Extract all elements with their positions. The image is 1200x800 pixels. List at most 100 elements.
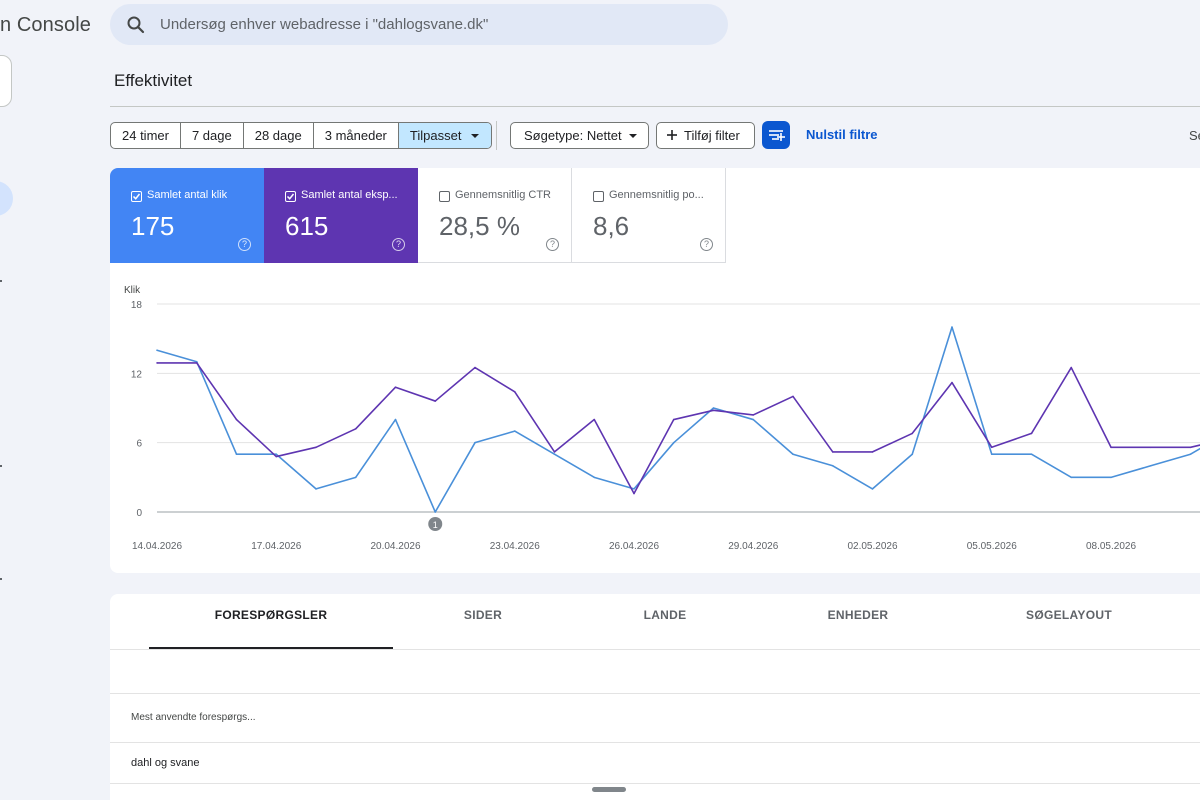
data-point-impressions (195, 362, 198, 364)
data-point-impressions (315, 446, 317, 449)
data-point-clicks (434, 511, 437, 513)
data-point-impressions (1149, 446, 1152, 449)
data-point-clicks (275, 453, 278, 456)
data-point-clicks (156, 349, 158, 352)
checkbox-checked-icon[interactable] (285, 191, 296, 202)
data-point-impressions (593, 418, 596, 421)
tab-countries[interactable]: LANDE (543, 608, 787, 648)
data-point-impressions (513, 391, 516, 393)
x-tick-label: 23.04.2026 (490, 541, 540, 552)
metric-card-clicks[interactable]: Samlet antal klik 175 ? (110, 168, 264, 263)
metric-card-ctr[interactable]: Gennemsnitlig CTR 28,5 % ? (418, 168, 572, 263)
data-point-clicks (394, 418, 397, 421)
help-icon[interactable]: ? (546, 238, 559, 251)
add-filter-button[interactable]: Tilføj filter (656, 122, 755, 149)
data-point-clicks (1030, 453, 1033, 456)
tab-pages[interactable]: SIDER (361, 608, 605, 648)
data-point-impressions (871, 451, 874, 453)
filter-settings-button[interactable] (762, 121, 790, 149)
date-range-custom-label: Tilpasset (409, 128, 462, 143)
column-header-queries[interactable]: Mest anvendte forespørgs... (131, 712, 256, 723)
search-icon[interactable] (126, 15, 146, 35)
data-point-impressions (1110, 446, 1112, 449)
x-tick-label: 14.04.2026 (132, 541, 182, 552)
data-point-impressions (752, 414, 755, 416)
data-point-impressions (831, 451, 834, 453)
data-point-impressions (474, 366, 476, 369)
nav-marker (0, 280, 2, 282)
tab-label: SØGELAYOUT (1026, 608, 1112, 622)
data-point-clicks (871, 488, 874, 490)
data-point-impressions (1030, 432, 1033, 435)
dimension-table-card: FORESPØRGSLER SIDER LANDE ENHEDER SØGELA… (110, 594, 1200, 800)
date-range-7d[interactable]: 7 dage (181, 123, 244, 148)
filter-list-icon (769, 130, 785, 141)
annotation-marker (428, 517, 443, 531)
y-tick-label: 12 (131, 369, 143, 380)
checkbox-checked-icon[interactable] (131, 191, 142, 202)
search-type-dropdown[interactable]: Søgetype: Nettet (510, 122, 649, 149)
y-tick-label: 0 (136, 508, 142, 519)
dropdown-caret-icon (629, 134, 637, 138)
data-point-clicks (752, 418, 755, 421)
divider (110, 742, 1200, 743)
divider (110, 693, 1200, 694)
metric-card-position[interactable]: Gennemsnitlig po... 8,6 ? (572, 168, 726, 263)
data-point-impressions (633, 492, 635, 495)
metric-label: Gennemsnitlig po... (609, 189, 704, 201)
nav-item-performance[interactable] (0, 181, 13, 216)
resize-handle[interactable] (592, 787, 626, 792)
data-point-clicks (593, 476, 596, 479)
data-point-clicks (513, 430, 516, 432)
data-point-clicks (1070, 476, 1073, 479)
help-icon[interactable]: ? (392, 238, 405, 251)
table-row[interactable]: dahl og svane (131, 757, 200, 769)
date-range-28d[interactable]: 28 dage (244, 123, 314, 148)
divider (110, 783, 1200, 784)
checkbox-unchecked-icon[interactable] (593, 191, 604, 202)
data-point-clicks (911, 453, 914, 456)
x-tick-label: 29.04.2026 (728, 541, 778, 552)
tab-devices[interactable]: ENHEDER (736, 608, 980, 648)
date-range-custom[interactable]: Tilpasset (398, 123, 492, 148)
help-icon[interactable]: ? (238, 238, 251, 251)
data-point-clicks (712, 407, 715, 409)
nav-marker (0, 578, 2, 580)
data-point-impressions (712, 409, 715, 412)
x-tick-label: 02.05.2026 (847, 541, 897, 552)
reset-filters-link[interactable]: Nulstil filtre (806, 127, 878, 142)
help-icon[interactable]: ? (700, 238, 713, 251)
property-selector[interactable] (0, 55, 12, 107)
data-point-impressions (792, 395, 794, 398)
performance-chart: Klik 0 6 12 18 14.04.2026 17.04.2026 20.04.2026… (124, 285, 1200, 552)
data-point-clicks (1189, 453, 1192, 456)
data-point-clicks (633, 488, 635, 490)
metric-label: Samlet antal eksp... (301, 189, 398, 201)
x-tick-label: 26.04.2026 (609, 541, 659, 552)
data-point-clicks (235, 453, 238, 456)
data-point-clicks (315, 488, 317, 490)
cropped-toolbar-text[interactable]: Se (1189, 128, 1200, 143)
date-range-selector[interactable]: 24 timer 7 dage 28 dage 3 måneder Tilpas… (110, 122, 493, 149)
tab-queries[interactable]: FORESPØRGSLER (149, 608, 393, 648)
app-title: n Console (0, 14, 91, 36)
data-point-clicks (951, 326, 953, 328)
data-point-impressions (1189, 446, 1192, 449)
data-point-clicks (1110, 476, 1112, 479)
metric-value: 175 (131, 211, 175, 241)
date-range-24h[interactable]: 24 timer (111, 123, 181, 148)
divider (496, 121, 497, 150)
divider (110, 106, 1200, 107)
search-input[interactable] (160, 16, 700, 33)
data-point-impressions (275, 455, 278, 458)
checkbox-unchecked-icon[interactable] (439, 191, 450, 202)
metric-card-impressions[interactable]: Samlet antal eksp... 615 ? (264, 168, 418, 263)
series-line-impressions (157, 362, 1200, 495)
url-inspection-search[interactable] (110, 4, 728, 45)
data-point-impressions (394, 386, 397, 388)
y-axis-title: Klik (124, 285, 141, 296)
data-point-impressions (156, 362, 158, 364)
tab-search-appearance[interactable]: SØGELAYOUT (947, 608, 1191, 648)
date-range-3m[interactable]: 3 måneder (314, 123, 399, 148)
plus-icon (667, 130, 677, 140)
